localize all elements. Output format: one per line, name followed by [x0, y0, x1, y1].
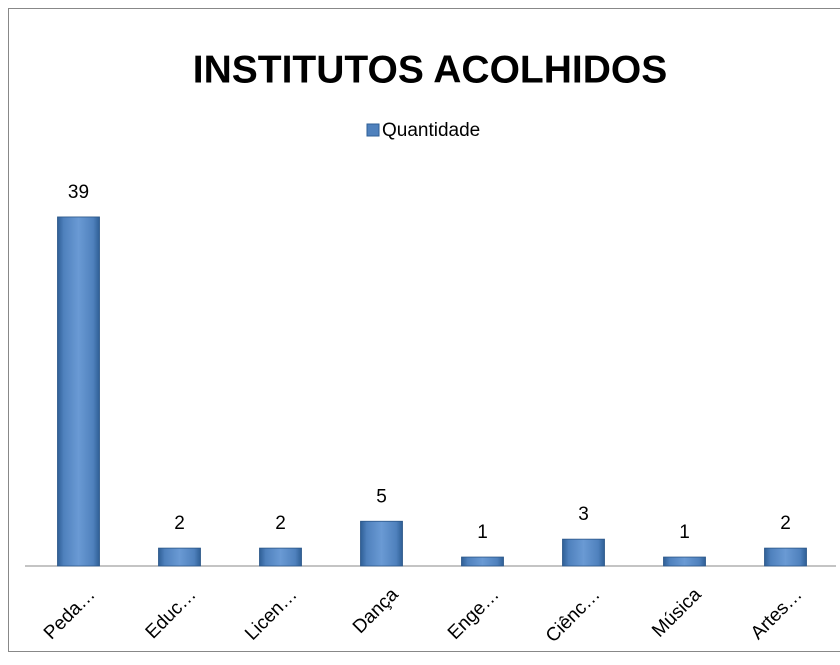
bar — [765, 548, 807, 566]
bar — [361, 521, 403, 566]
bar — [462, 557, 504, 566]
legend-label: Quantidade — [382, 120, 480, 141]
bar — [260, 548, 302, 566]
data-label: 2 — [780, 513, 791, 534]
data-label: 1 — [679, 522, 690, 543]
bar — [159, 548, 201, 566]
bar — [563, 539, 605, 566]
data-label: 2 — [174, 513, 185, 534]
data-label: 2 — [275, 513, 286, 534]
data-label: 3 — [578, 504, 589, 525]
data-label: 39 — [68, 182, 89, 203]
legend-swatch — [367, 124, 379, 136]
chart-border — [9, 9, 840, 652]
legend: Quantidade — [367, 120, 480, 141]
bar — [664, 557, 706, 566]
bar — [58, 217, 100, 566]
data-label: 1 — [477, 522, 488, 543]
chart-title: INSTITUTOS ACOLHIDOS — [193, 48, 668, 91]
data-label: 5 — [376, 486, 387, 507]
